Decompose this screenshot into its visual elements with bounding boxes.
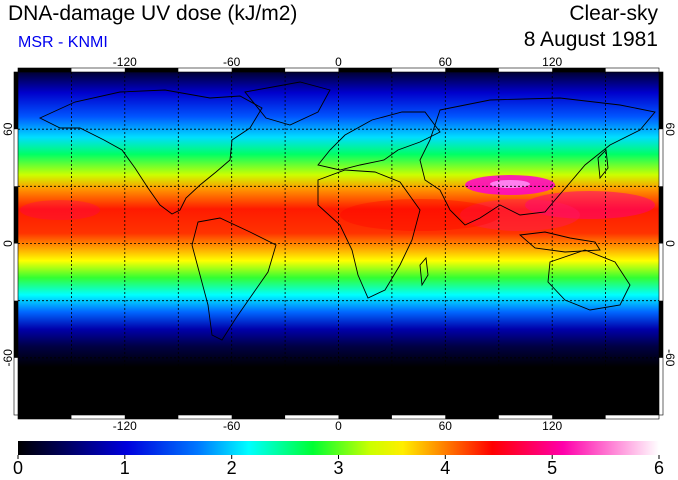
source-label: MSR - KNMI: [18, 34, 108, 51]
japan-coast: [597, 149, 609, 180]
tibet-peak: [490, 180, 530, 188]
lon-tick-bottom: 60: [439, 419, 453, 433]
lon-tick-top: 60: [439, 55, 453, 69]
greenland-coast: [244, 81, 331, 126]
east-pacific-hotspot: [20, 200, 100, 220]
lat-tick-left: 0: [1, 240, 15, 247]
sky-condition-label: Clear-sky: [569, 2, 658, 25]
colorbar-label: 4: [440, 458, 451, 478]
south-america-coast: [191, 217, 277, 341]
colorbar-label: 2: [226, 458, 237, 478]
lon-tick-bottom: -60: [223, 419, 241, 433]
lon-tick-top: 120: [542, 55, 562, 69]
lon-tick-bottom: 120: [542, 419, 562, 433]
lat-tick-right: 0: [663, 240, 677, 247]
colorbar: [18, 441, 659, 455]
lon-tick-bottom: -120: [113, 419, 137, 433]
asia-coast: [419, 97, 656, 226]
lat-tick-left: 60: [1, 122, 15, 136]
africa-coast: [317, 169, 421, 299]
lon-tick-top: 0: [335, 55, 342, 69]
colorbar-ticks: [17, 455, 660, 459]
lat-tick-right: 60: [663, 123, 677, 137]
lon-tick-bottom: 0: [335, 419, 342, 433]
date-label: 8 August 1981: [523, 28, 658, 51]
antarctica-coast: [18, 393, 659, 401]
colorbar-label: 5: [547, 458, 558, 478]
africa-hotspot: [340, 199, 500, 231]
australia-coast: [547, 249, 631, 311]
colorbar-label: 3: [333, 458, 344, 478]
europe-coast: [317, 111, 441, 171]
graticule: [18, 72, 659, 415]
lon-tick-top: -120: [113, 55, 137, 69]
colorbar-label: 6: [653, 458, 665, 478]
indonesia-coast: [518, 231, 601, 253]
colorbar-label: 0: [12, 458, 24, 478]
map-border: [13, 67, 664, 420]
lat-tick-left: -60: [1, 349, 15, 367]
map-title: DNA-damage UV dose (kJ/m2): [8, 2, 298, 25]
colorbar-label: 1: [119, 458, 130, 478]
lat-tick-right: -60: [663, 349, 677, 367]
coastlines: [18, 81, 659, 401]
madagascar-coast: [419, 256, 429, 287]
north-america-coast: [38, 89, 263, 215]
lon-tick-top: -60: [223, 55, 241, 69]
pacific-hotspot: [525, 191, 655, 219]
